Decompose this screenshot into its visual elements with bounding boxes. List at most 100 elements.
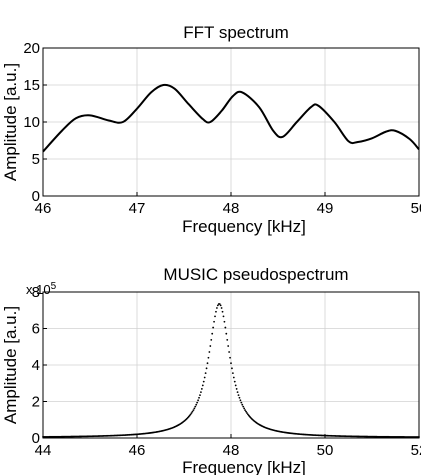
data-point <box>237 394 240 396</box>
data-point <box>213 320 215 323</box>
y-tick-label: 15 <box>23 77 40 94</box>
data-point <box>188 414 191 417</box>
data-point <box>234 384 237 387</box>
x-tick-label: 48 <box>223 200 240 217</box>
data-point <box>199 394 201 396</box>
data-point <box>196 401 199 404</box>
y-tick-label: 0 <box>32 430 40 447</box>
data-point <box>205 367 208 370</box>
music-x-axis-label: Frequency [kHz] <box>182 458 306 475</box>
data-point <box>194 405 197 408</box>
data-point <box>222 315 225 318</box>
data-point <box>230 362 232 365</box>
y-tick-label: 5 <box>32 151 40 168</box>
fft-spectrum-line <box>42 83 420 153</box>
y-tick-label: 8 <box>32 284 40 301</box>
x-tick-label: 48 <box>223 442 240 459</box>
x-tick-label: 52 <box>411 442 421 459</box>
fft-x-ticks: 46 47 48 49 50 <box>35 192 421 217</box>
music-x-ticks: 44 46 48 50 52 <box>35 434 421 459</box>
data-point <box>227 345 230 347</box>
data-point <box>239 399 242 402</box>
data-point <box>218 303 221 305</box>
music-chart: MUSIC pseudospectrum x 105 4446485052 02… <box>1 265 421 475</box>
data-point <box>240 401 243 404</box>
data-point <box>195 403 198 406</box>
data-point <box>238 396 241 399</box>
data-point <box>202 380 205 383</box>
data-point <box>246 412 248 414</box>
data-point <box>208 351 211 353</box>
data-point <box>235 388 238 390</box>
x-tick-label: 46 <box>129 442 146 459</box>
x-tick-label: 44 <box>35 442 52 459</box>
data-point <box>203 376 206 379</box>
y-tick-label: 20 <box>23 40 40 57</box>
y-tick-label: 10 <box>23 114 40 131</box>
fft-chart: FFT spectrum 46 47 48 49 50 0 5 10 15 20 Frequen… <box>1 23 421 236</box>
x-tick-label: 49 <box>317 200 334 217</box>
data-point <box>229 356 231 359</box>
data-point <box>200 391 202 394</box>
data-point <box>219 304 222 307</box>
data-point <box>418 436 420 438</box>
y-tick-label: 0 <box>32 188 40 205</box>
fft-chart-title: FFT spectrum <box>183 23 288 42</box>
data-point <box>242 405 245 408</box>
data-point <box>193 407 196 410</box>
data-point <box>204 372 207 374</box>
music-exponent-power: 5 <box>51 281 57 292</box>
data-point <box>211 332 214 335</box>
data-point <box>197 399 200 402</box>
data-point <box>228 351 231 353</box>
y-tick-label: 6 <box>32 321 40 338</box>
data-point <box>233 380 236 383</box>
data-point <box>223 320 226 323</box>
data-point <box>212 326 215 329</box>
data-point <box>190 412 193 414</box>
music-y-axis-label: Amplitude [a.u.] <box>1 306 20 424</box>
fft-y-axis-label: Amplitude [a.u.] <box>1 63 20 181</box>
data-point <box>245 410 247 413</box>
x-tick-label: 47 <box>129 200 146 217</box>
data-point <box>206 362 209 365</box>
fft-x-axis-label: Frequency [kHz] <box>182 217 306 236</box>
data-point <box>191 410 194 413</box>
data-point <box>216 307 218 309</box>
y-tick-label: 4 <box>32 357 40 374</box>
data-point <box>224 326 227 329</box>
music-exponent-label: x 105 <box>26 281 57 297</box>
music-pseudospectrum-points <box>42 303 420 438</box>
data-point <box>247 413 249 416</box>
x-tick-label: 50 <box>317 442 334 459</box>
data-point <box>192 409 195 412</box>
data-point <box>210 338 213 341</box>
data-point <box>215 310 217 313</box>
data-point <box>231 372 234 374</box>
data-point <box>221 310 224 313</box>
data-point <box>207 356 210 359</box>
data-point <box>220 307 223 309</box>
music-y-ticks: 0 2 4 6 8 <box>32 284 47 447</box>
fft-y-ticks: 0 5 10 15 20 <box>23 40 47 205</box>
data-point <box>225 332 228 335</box>
music-exponent-base: x 10 <box>26 282 51 297</box>
data-point <box>200 388 203 390</box>
data-point <box>232 376 235 379</box>
x-tick-label: 46 <box>35 200 52 217</box>
data-point <box>216 304 219 307</box>
data-point <box>189 413 192 416</box>
data-point <box>236 391 239 394</box>
data-point <box>243 407 246 410</box>
data-point <box>231 367 233 370</box>
data-point <box>244 409 247 412</box>
data-point <box>201 384 204 387</box>
data-point <box>226 338 229 341</box>
data-point <box>209 345 212 347</box>
data-point <box>241 403 244 406</box>
music-chart-title: MUSIC pseudospectrum <box>163 265 348 284</box>
music-grid <box>42 291 420 439</box>
x-tick-label: 50 <box>411 200 421 217</box>
y-tick-label: 2 <box>32 394 40 411</box>
